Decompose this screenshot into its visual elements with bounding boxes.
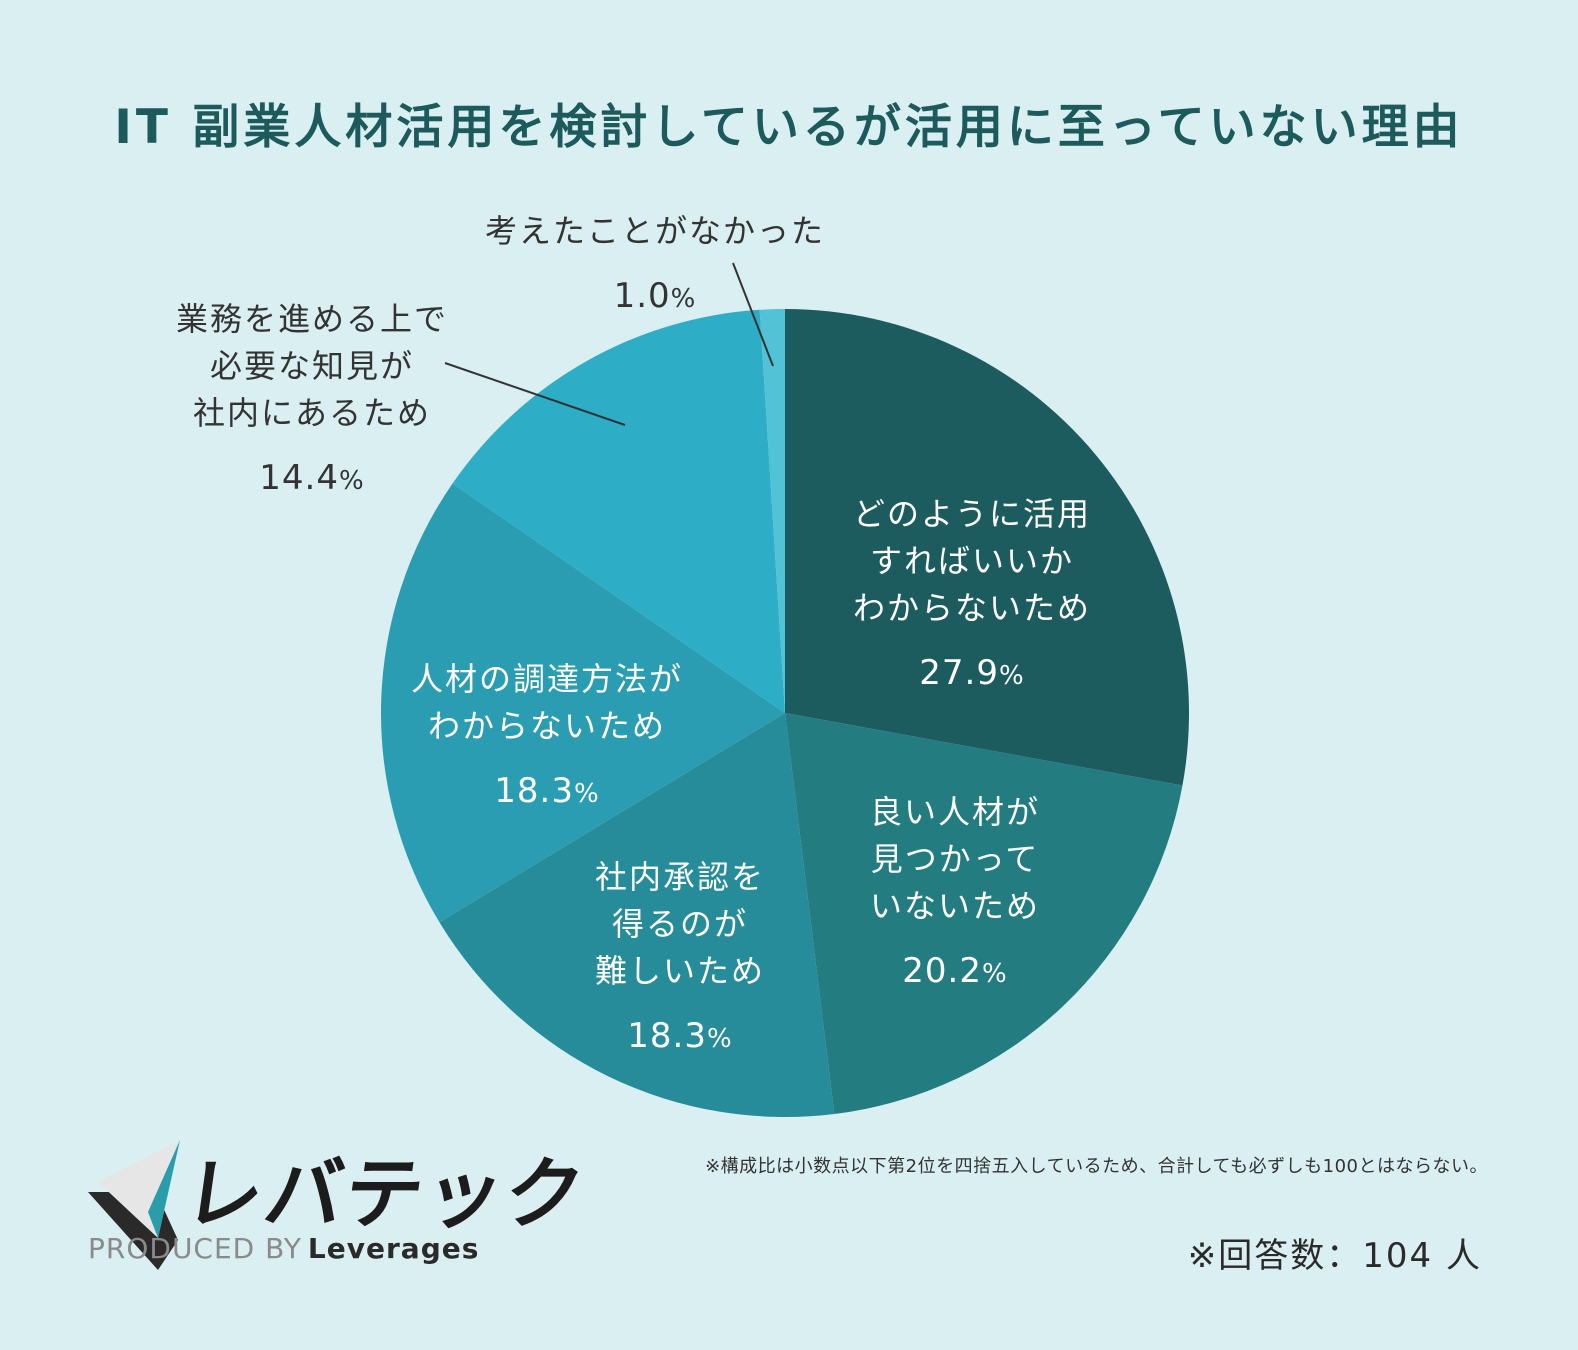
produced-by-label: PRODUCED BY (88, 1232, 302, 1265)
pie-slice-6 (759, 309, 785, 713)
slice-value-2: 20.2% (902, 951, 1007, 991)
slice-label-6: 考えたことがなかった (485, 212, 825, 250)
chart-title: IT 副業人材活用を検討しているが活用に至っていない理由 (114, 100, 1464, 155)
slice-label-2: 見つかって (871, 840, 1039, 878)
leader-line-6 (732, 262, 774, 367)
slice-label-3: 社内承認を (595, 858, 765, 896)
levtech-logo-icon (88, 1140, 180, 1270)
slice-label-1: どのように活用 (853, 495, 1091, 533)
slice-label-1: すればいいか (870, 542, 1074, 580)
slice-value-3: 18.3% (627, 1016, 732, 1056)
pie-slice-5 (452, 309, 785, 713)
rounding-note: ※構成比は小数点以下第2位を四捨五入しているため、合計しても必ずしも100とはな… (705, 1156, 1488, 1177)
pie-slice-3 (439, 713, 835, 1117)
slice-label-4: わからないため (428, 707, 666, 745)
slice-label-1: わからないため (853, 589, 1091, 627)
pie-slice-4 (381, 483, 785, 923)
slice-value-5: 14.4% (259, 458, 364, 498)
respondent-count: ※回答数：104 人 (1187, 1236, 1482, 1276)
brand-name: Leverages (307, 1232, 480, 1265)
logo-wordmark: レバテック (178, 1150, 592, 1240)
produced-by: PRODUCED BY Leverages (88, 1232, 479, 1265)
slice-label-3: 難しいため (595, 952, 765, 990)
slice-label-5: 社内にあるため (193, 394, 431, 432)
slice-value-4: 18.3% (494, 771, 599, 811)
slice-value-6: 1.0% (614, 276, 697, 316)
slice-label-5: 必要な知見が (210, 347, 414, 385)
slice-label-4: 人材の調達方法が (411, 660, 683, 698)
slice-value-1: 27.9% (919, 653, 1024, 693)
pie-slice-1 (785, 309, 1189, 786)
pie-slice-2 (785, 713, 1183, 1114)
slice-label-2: 良い人材が (870, 793, 1040, 831)
slice-label-3: 得るのが (612, 905, 748, 943)
leader-line-5 (444, 362, 626, 426)
slice-label-5: 業務を進める上で (176, 300, 448, 338)
slice-label-2: いないため (870, 887, 1040, 925)
